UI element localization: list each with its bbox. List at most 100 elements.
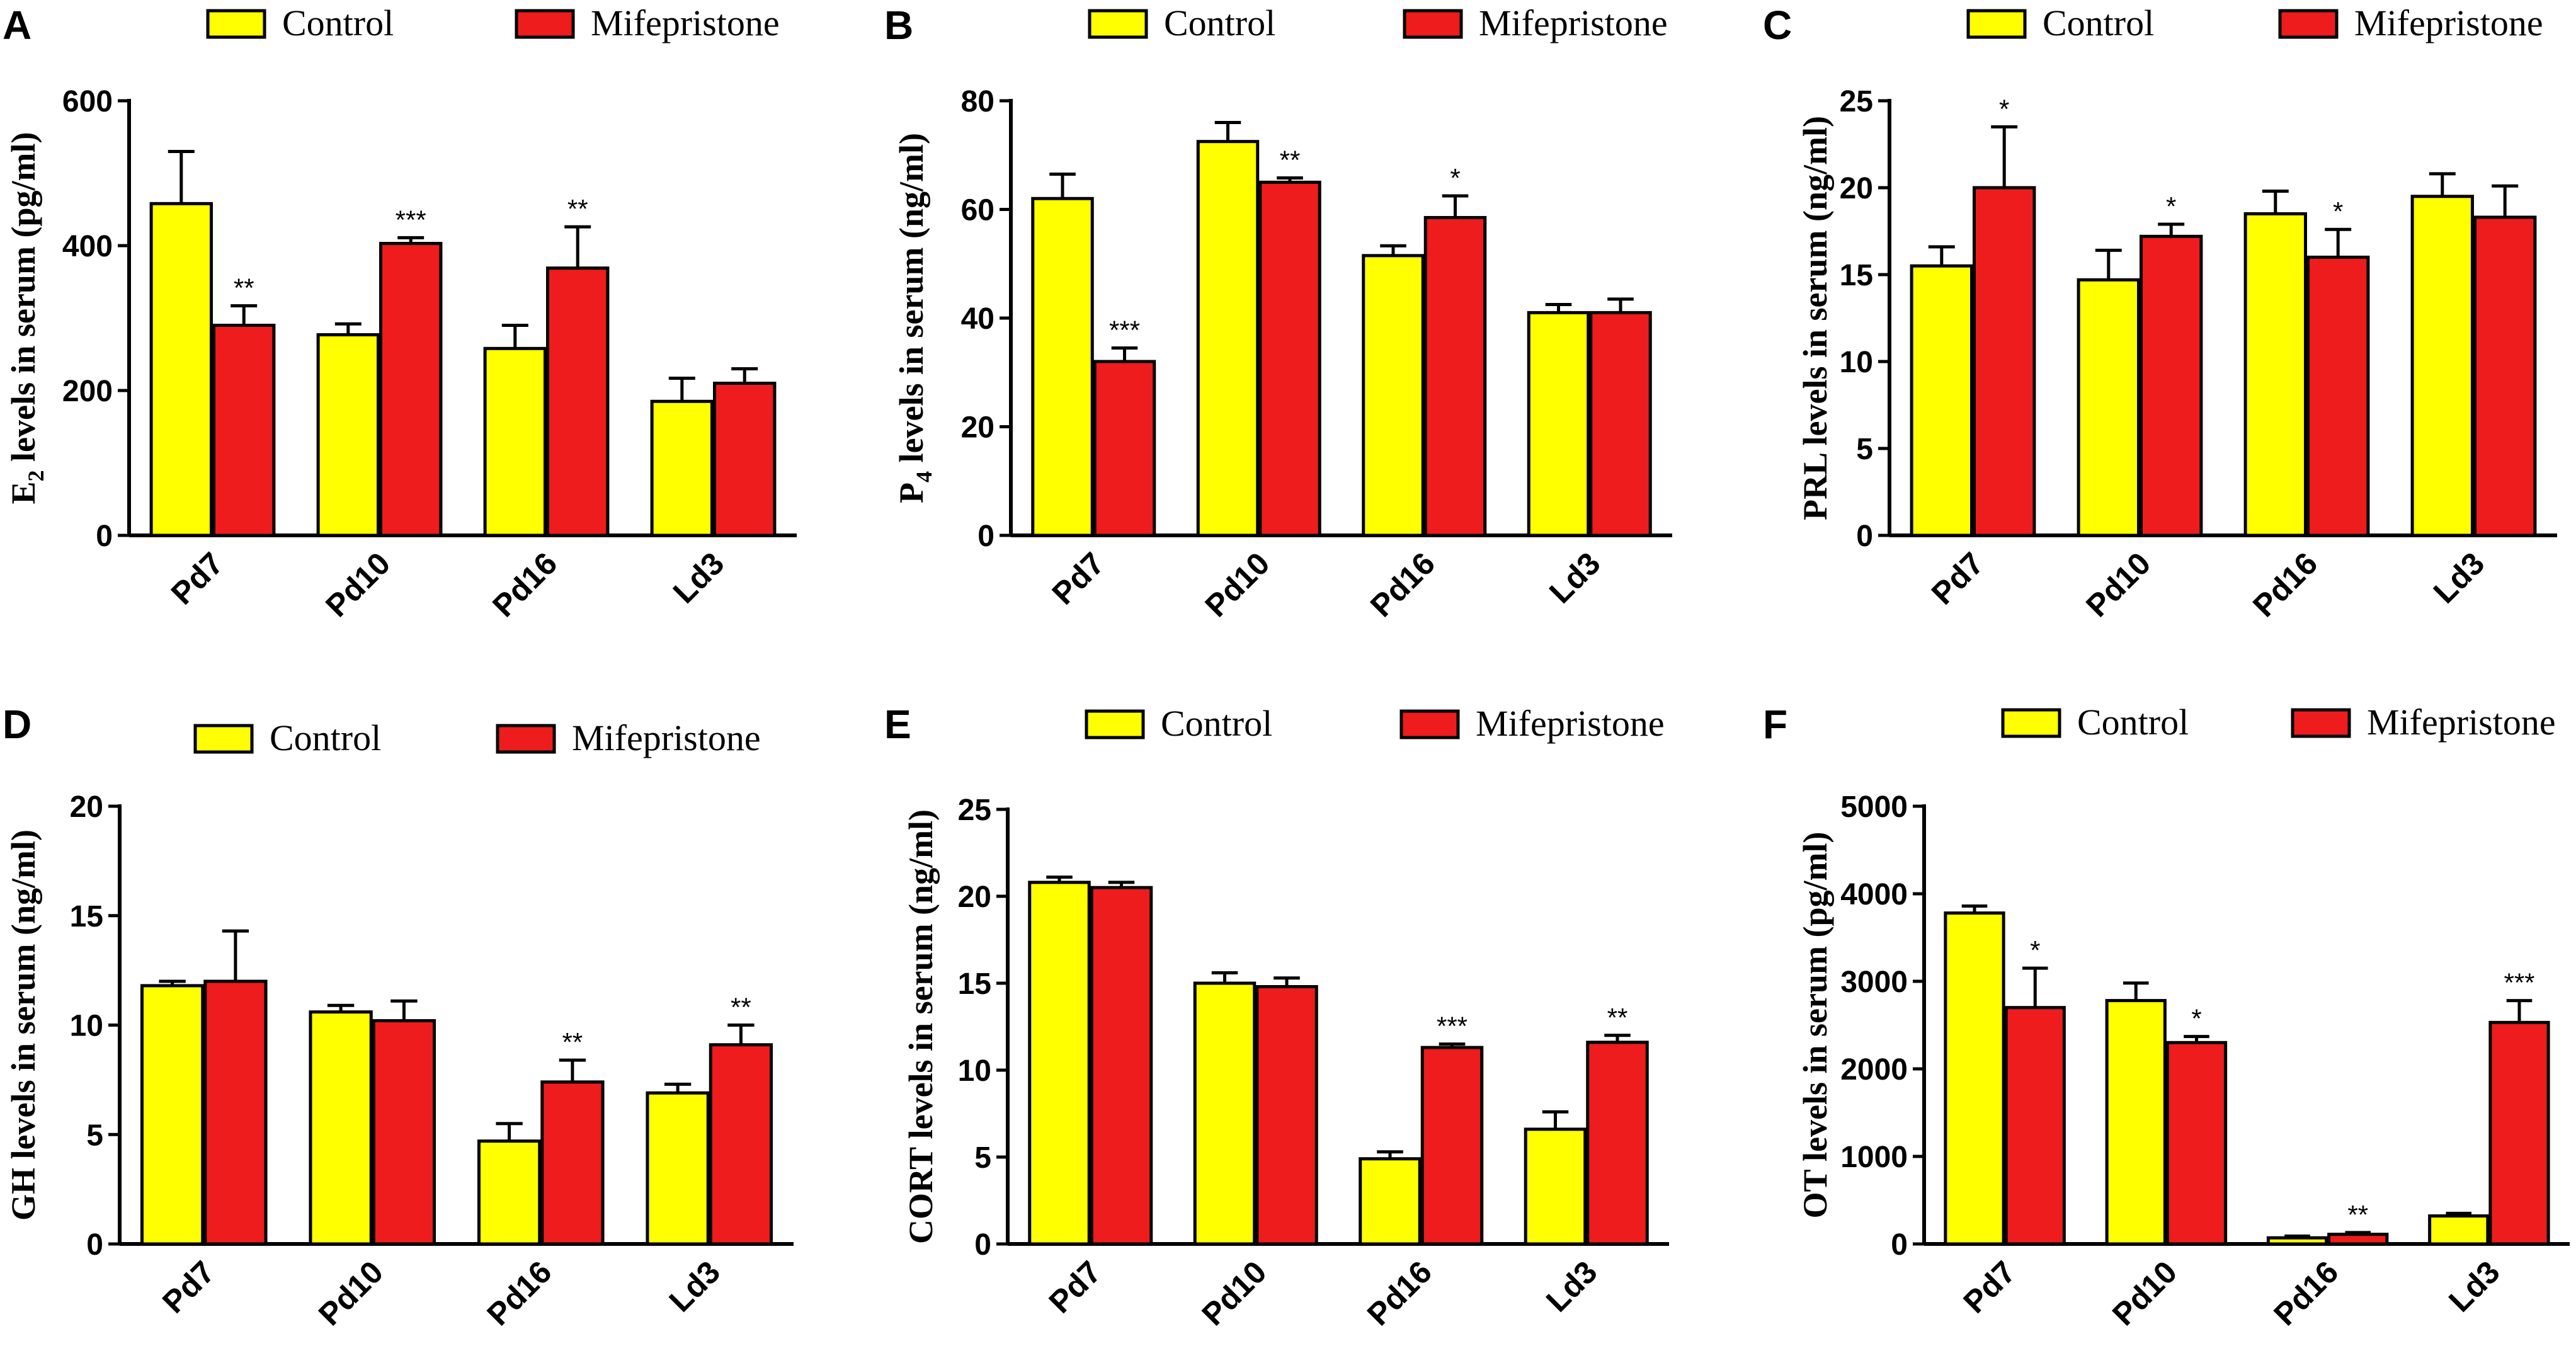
x-tick-label: Pd16	[1364, 545, 1442, 624]
significance-label: **	[562, 1027, 583, 1057]
x-tick-label: Pd16	[480, 1254, 558, 1332]
legend-swatch-mifepristone	[1399, 709, 1460, 739]
panel-letter: B	[884, 3, 913, 48]
legend-swatch-mifepristone	[515, 9, 575, 39]
significance-label: **	[567, 194, 588, 224]
legend-label-mifepristone: Mifepristone	[2354, 3, 2543, 43]
bar-control-pd7	[140, 984, 205, 1246]
legend-swatch-mifepristone	[2291, 708, 2351, 738]
bar-mifepristone-pd16	[540, 1080, 605, 1246]
significance-label: **	[2347, 1200, 2368, 1229]
chart-panel-e: E Control Mifepristone CORT levels in serum…	[884, 702, 1669, 1332]
bar-mifepristone-pd7	[1090, 886, 1153, 1246]
x-tick-label: Pd7	[1046, 545, 1111, 611]
y-tick-label: 20	[958, 881, 991, 914]
bar-control-pd16	[2243, 212, 2308, 537]
legend-label-mifepristone: Mifepristone	[591, 3, 780, 43]
bar-mifepristone-pd10	[1255, 985, 1318, 1246]
y-tick-label: 5	[974, 1141, 991, 1175]
significance-label: *	[1450, 163, 1460, 193]
x-tick-label: Ld3	[1542, 545, 1607, 610]
legend: Control Mifepristone	[193, 717, 761, 758]
legend-label-mifepristone: Mifepristone	[1476, 703, 1665, 744]
x-tick-label: Pd10	[1198, 545, 1276, 624]
panel-letter: A	[3, 3, 31, 48]
bar-mifepristone-pd10	[2140, 234, 2203, 537]
x-tick-label: Pd7	[156, 1254, 221, 1320]
legend-swatch-control	[206, 9, 266, 39]
x-tick-label: Pd10	[1195, 1254, 1273, 1332]
y-tick-label: 5	[86, 1119, 103, 1152]
legend-label-control: Control	[2077, 702, 2189, 743]
panel-letter: E	[884, 702, 911, 747]
y-axis-label: PRL levels in serum (ng/ml)	[1796, 116, 1834, 520]
bar-mifepristone-ld3	[2473, 215, 2537, 537]
legend-swatch-control	[1088, 9, 1148, 39]
legend-swatch-control	[193, 724, 254, 754]
bar-mifepristone-ld3	[1589, 311, 1652, 537]
significance-label: *	[2333, 197, 2343, 226]
legend-swatch-control	[2001, 708, 2061, 738]
legend-swatch-mifepristone	[496, 724, 556, 754]
x-tick-label: Pd7	[1042, 1254, 1108, 1320]
bar-control-pd7	[149, 202, 214, 537]
legend: Control Mifepristone	[2001, 702, 2556, 743]
bar-control-pd10	[309, 1010, 373, 1246]
chart-panel-c: C Control Mifepristone PRL levels in serum …	[1763, 3, 2557, 624]
bar-mifepristone-pd16	[546, 266, 610, 537]
legend-label-control: Control	[2043, 3, 2154, 43]
y-tick-label: 10	[1840, 346, 1873, 379]
significance-label: ***	[1437, 1012, 1468, 1041]
bar-control-ld3	[1527, 311, 1590, 537]
x-tick-label: Pd10	[2079, 545, 2157, 624]
significance-label: *	[2166, 191, 2176, 221]
bar-mifepristone-pd16	[2306, 255, 2370, 537]
bar-control-pd16	[1359, 1157, 1422, 1246]
legend-label-control: Control	[270, 717, 381, 758]
x-tick-label: Pd10	[2106, 1254, 2184, 1332]
x-tick-label: Pd7	[1925, 545, 1990, 611]
significance-label: **	[731, 993, 751, 1022]
bar-control-pd10	[2077, 278, 2141, 537]
bar-mifepristone-ld3	[709, 1043, 773, 1246]
y-tick-label: 60	[961, 194, 994, 227]
y-axis-label: GH levels in serum (ng/ml)	[4, 830, 42, 1221]
bar-control-pd7	[1944, 911, 2005, 1246]
x-tick-label: Ld3	[2427, 545, 2491, 610]
bar-control-pd16	[483, 346, 547, 537]
bar-control-pd16	[1362, 254, 1425, 537]
chart-panel-f: F Control Mifepristone OT levels in serum (…	[1763, 702, 2570, 1332]
y-tick-label: 25	[958, 794, 991, 827]
y-tick-label: 600	[62, 85, 113, 118]
bar-mifepristone-pd7	[2004, 1006, 2066, 1246]
bar-mifepristone-ld3	[2488, 1020, 2550, 1246]
significance-label: ***	[396, 205, 426, 234]
y-tick-label: 20	[1840, 172, 1873, 205]
panel-letter: D	[3, 702, 31, 747]
legend: Control Mifepristone	[1966, 3, 2543, 43]
significance-label: *	[2030, 935, 2040, 965]
bar-mifepristone-pd7	[203, 979, 268, 1246]
y-tick-label: 2000	[1840, 1053, 1908, 1086]
panel-letter: C	[1763, 3, 1792, 48]
bar-mifepristone-pd10	[379, 242, 443, 537]
y-tick-label: 0	[1856, 520, 1873, 553]
legend-label-control: Control	[282, 3, 394, 43]
bar-mifepristone-pd7	[1973, 186, 2036, 537]
y-tick-label: 20	[70, 790, 103, 824]
bar-control-ld3	[2428, 1214, 2490, 1246]
x-tick-label: Ld3	[2442, 1254, 2506, 1318]
y-tick-label: 3000	[1840, 966, 1908, 999]
y-tick-label: 200	[62, 375, 113, 408]
bar-control-pd10	[316, 333, 380, 537]
significance-label: **	[1280, 145, 1301, 174]
significance-label: ***	[1109, 315, 1140, 345]
x-tick-label: Pd7	[1956, 1254, 2022, 1320]
x-tick-label: Ld3	[666, 545, 731, 610]
chart-panel-b: B Control Mifepristone P4 levels in serum (…	[884, 3, 1672, 624]
panel-letter: F	[1763, 702, 1787, 747]
y-tick-label: 1000	[1840, 1141, 1908, 1174]
bar-mifepristone-pd16	[1423, 215, 1487, 537]
legend-swatch-control	[1966, 9, 2027, 39]
